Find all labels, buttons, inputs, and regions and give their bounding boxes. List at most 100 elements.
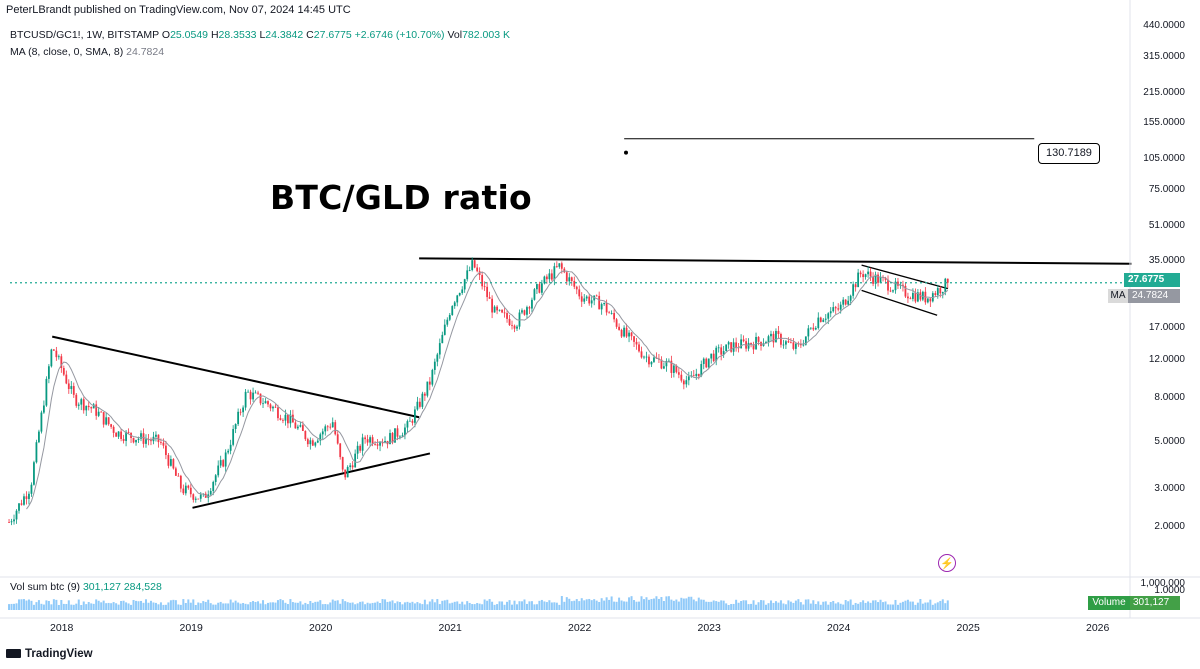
- volume-bar: [361, 601, 364, 610]
- high-value: 28.3533: [218, 29, 257, 41]
- volume-bar: [147, 602, 150, 610]
- candle-body: [282, 419, 284, 421]
- volume-bar: [595, 600, 598, 610]
- candle-body: [92, 404, 95, 409]
- volume-bar: [212, 604, 215, 610]
- tradingview-logo[interactable]: TradingView: [6, 648, 93, 660]
- ma-line: [26, 270, 949, 510]
- target-callout[interactable]: 130.7189: [1038, 143, 1100, 164]
- volume-bar: [896, 604, 899, 610]
- candle-body: [802, 344, 805, 346]
- y-tick-label: 440.0000: [1143, 20, 1185, 32]
- candle-body: [481, 274, 484, 287]
- candle-body: [722, 351, 725, 355]
- volume-bar: [508, 600, 511, 610]
- volume-bar: [271, 602, 274, 610]
- y-tick-label: 315.0000: [1143, 51, 1185, 63]
- candle-body: [356, 445, 359, 454]
- volume-bar: [42, 604, 45, 610]
- volume-bar: [369, 603, 372, 610]
- volume-bar: [578, 601, 581, 610]
- volume-bar: [279, 599, 282, 610]
- target-anchor: [624, 150, 628, 155]
- candle-body: [23, 496, 25, 505]
- candle-body: [653, 357, 655, 362]
- volume-bar: [755, 604, 758, 610]
- volume-bar: [162, 604, 165, 610]
- candle-body: [555, 266, 558, 268]
- volume-bar: [538, 600, 541, 610]
- candle-body: [182, 488, 185, 494]
- candle-body: [443, 324, 446, 335]
- candle-body: [396, 428, 399, 437]
- candle-body: [675, 365, 678, 373]
- candle-body: [600, 304, 603, 310]
- candle-body: [67, 383, 70, 389]
- candle-body: [665, 360, 668, 367]
- volume-bar: [269, 602, 272, 610]
- candle-body: [406, 421, 409, 428]
- candle-body: [695, 373, 698, 377]
- candle-body: [765, 341, 767, 344]
- symbol-legend[interactable]: BTCUSD/GC1!, 1W, BITSTAMP O25.0549 H28.3…: [10, 29, 510, 41]
- candle-body: [792, 342, 795, 349]
- candle-body: [299, 425, 302, 427]
- volume-bar: [174, 600, 177, 610]
- candle-body: [595, 295, 598, 297]
- candle-body: [177, 475, 180, 477]
- candle-body: [804, 336, 807, 345]
- candle-body: [710, 353, 713, 359]
- candle-body: [707, 358, 710, 368]
- candle-body: [306, 439, 309, 445]
- candle-body: [409, 420, 411, 422]
- lightning-icon[interactable]: ⚡: [938, 554, 956, 572]
- volume-bar: [864, 602, 867, 610]
- candle-body: [252, 392, 254, 400]
- volume-bar: [633, 600, 636, 610]
- volume-bar: [120, 600, 123, 610]
- candle-body: [879, 277, 882, 283]
- volume-bar: [379, 603, 382, 610]
- candles: [8, 257, 949, 526]
- candle-body: [421, 393, 424, 407]
- volume-bar: [745, 600, 748, 610]
- volume-bar: [110, 603, 113, 610]
- candle-body: [349, 465, 352, 468]
- volume-bar: [351, 602, 354, 610]
- ma-legend[interactable]: MA (8, close, 0, SMA, 8) 24.7824: [10, 46, 164, 58]
- volume-bar: [169, 600, 172, 610]
- candle-body: [498, 309, 501, 311]
- volume-bar: [670, 599, 673, 610]
- candle-body: [247, 391, 249, 393]
- candle-body: [623, 327, 625, 337]
- volume-bar: [710, 601, 713, 610]
- volume-bar: [926, 602, 929, 610]
- volume-bar: [18, 599, 21, 610]
- volume-bar: [391, 600, 394, 610]
- candle-body: [471, 260, 474, 271]
- candle-body: [944, 278, 947, 292]
- volume-tag-value: 301,127: [1130, 596, 1180, 610]
- volume-bar: [665, 596, 668, 610]
- volume-bar: [618, 597, 621, 610]
- volume-bar: [187, 599, 190, 610]
- volume-bar: [389, 601, 392, 610]
- volume-bar: [237, 602, 240, 610]
- candle-body: [553, 266, 556, 280]
- volume-legend[interactable]: Vol sum btc (9) 301,127 284,528: [10, 581, 162, 593]
- candle-body: [209, 490, 212, 495]
- candle-body: [894, 281, 897, 291]
- candle-body: [777, 330, 780, 334]
- volume-bar: [207, 599, 210, 610]
- candle-body: [456, 295, 459, 303]
- candle-body: [493, 306, 496, 313]
- candle-body: [837, 308, 840, 310]
- volume-bar: [847, 601, 850, 610]
- candle-body: [682, 380, 685, 385]
- candle-body: [326, 426, 329, 428]
- volume-bar: [493, 604, 496, 610]
- volume-bar: [431, 599, 434, 610]
- volume-bar: [354, 604, 357, 610]
- volume-bar: [680, 597, 683, 610]
